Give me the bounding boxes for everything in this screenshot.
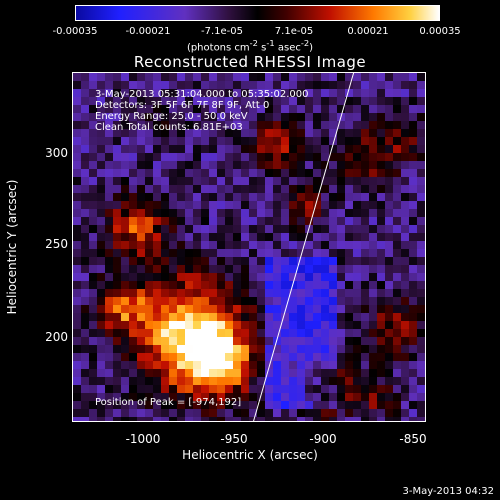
y-tick-label: 200 — [45, 330, 68, 344]
x-tick-label: -950 — [220, 432, 248, 446]
peak-position: Position of Peak = [-974,192] — [95, 397, 242, 408]
colorbar-tick: -0.00035 — [52, 26, 98, 37]
colorbar-tick: -7.1e-05 — [201, 26, 243, 37]
x-tick-label: -1000 — [125, 432, 161, 446]
colorbar-tick: 0.00021 — [347, 26, 389, 37]
image-title: Reconstructed RHESSI Image — [133, 53, 367, 71]
colorbar-tick: 7.1e-05 — [274, 26, 314, 37]
y-tick-label: 250 — [45, 237, 68, 251]
solar-limb-line — [253, 73, 355, 421]
timestamp: 3-May-2013 04:32 — [402, 486, 494, 497]
image-panel: 3-May-2013 05:31:04.000 to 05:35:02.000 … — [72, 72, 426, 422]
x-axis-label: Heliocentric X (arcsec) — [182, 448, 318, 462]
x-tick-label: -900 — [309, 432, 337, 446]
x-tick-label: -850 — [399, 432, 427, 446]
colorbar — [75, 5, 440, 21]
method-counts: Clean Total counts: 6.81E+03 — [95, 122, 243, 133]
detectors: Detectors: 3F 5F 6F 7F 8F 9F, Att 0 — [95, 100, 270, 111]
colorbar-tick: 0.00035 — [419, 26, 461, 37]
y-tick-label: 300 — [45, 146, 68, 160]
time-range: 3-May-2013 05:31:04.000 to 05:35:02.000 — [95, 89, 309, 100]
energy-range: Energy Range: 25.0 - 50.0 keV — [95, 111, 248, 122]
rhessi-heatmap — [73, 73, 425, 421]
colorbar-units: (photons cm-2 s-1 asec-2) — [186, 38, 314, 54]
colorbar-tick: -0.00021 — [125, 26, 171, 37]
